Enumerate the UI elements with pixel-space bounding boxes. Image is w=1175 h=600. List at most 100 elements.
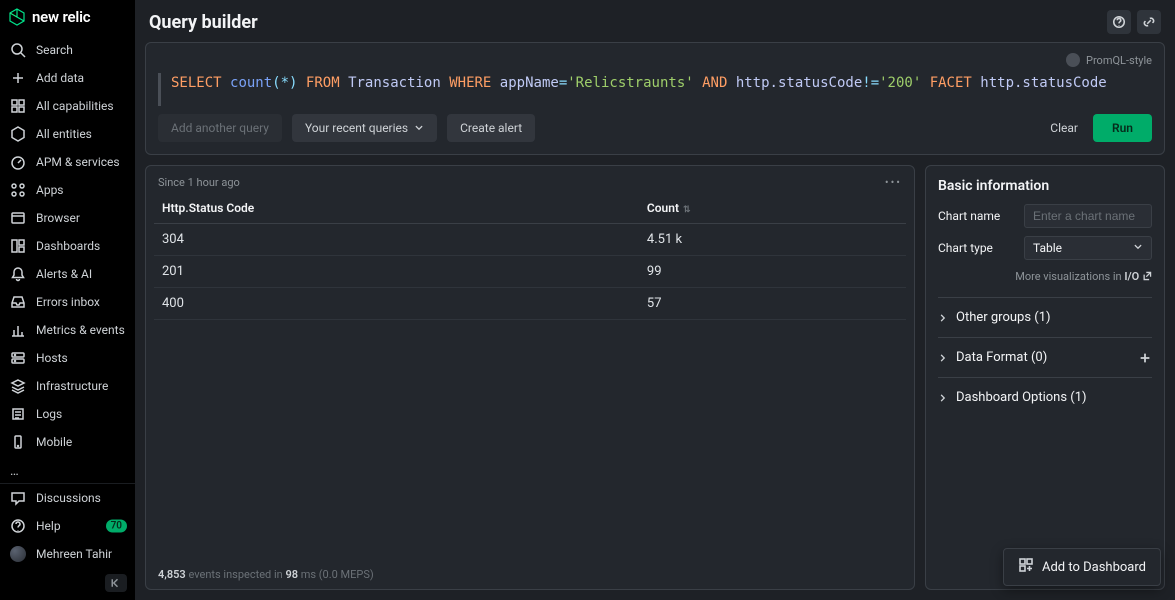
sidebar-item-all-entities[interactable]: All entities: [0, 120, 135, 148]
footer-ms: 98: [285, 568, 298, 581]
external-link-icon: [1142, 271, 1152, 281]
sidebar-collapse-button[interactable]: [105, 574, 127, 592]
recent-queries-button[interactable]: Your recent queries: [292, 114, 437, 142]
sidebar-item-add-data[interactable]: Add data: [0, 64, 135, 92]
nav-list: Search Add data All capabilities All entiti…: [0, 36, 135, 460]
panels-icon: [10, 238, 26, 254]
bell-icon: [10, 266, 26, 282]
topbar-help-button[interactable]: [1107, 10, 1131, 34]
chart-name-label: Chart name: [938, 209, 1016, 223]
content-row: Since 1 hour ago ••• Http.Status Code Co…: [135, 155, 1175, 600]
grid-icon: [10, 98, 26, 114]
section-label: Data Format (0): [956, 350, 1047, 365]
sidebar: new relic Search Add data All capabilities…: [0, 0, 135, 600]
cell-count: 57: [639, 288, 906, 320]
nav-item-label: All capabilities: [36, 99, 114, 113]
table-row[interactable]: 40057: [154, 288, 906, 320]
plus-icon: [1138, 351, 1152, 365]
nav-item-label: APM & services: [36, 155, 120, 169]
sidebar-item-infrastructure[interactable]: Infrastructure: [0, 372, 135, 400]
sidebar-item-discussions[interactable]: Discussions: [0, 484, 135, 512]
sidebar-bottom: Discussions Help 70 Mehreen Tahir: [0, 483, 135, 600]
sidebar-item-search[interactable]: Search: [0, 36, 135, 64]
table-row[interactable]: 20199: [154, 256, 906, 288]
table-row[interactable]: 3044.51 k: [154, 224, 906, 256]
sidebar-item-mobile[interactable]: Mobile: [0, 428, 135, 456]
result-header: Since 1 hour ago •••: [146, 166, 914, 193]
nav-item-label: Apps: [36, 183, 64, 197]
add-to-dashboard-button[interactable]: Add to Dashboard: [1003, 548, 1161, 586]
since-label: Since 1 hour ago: [158, 176, 240, 189]
plus-icon: [10, 70, 26, 86]
footer-events-count: 4,853: [158, 568, 186, 581]
query-editor[interactable]: SELECT count(*) FROM Transaction WHERE a…: [158, 73, 1152, 106]
sidebar-item-user[interactable]: Mehreen Tahir: [0, 540, 135, 568]
brand-name: new relic: [32, 8, 90, 26]
sidebar-item-browser[interactable]: Browser: [0, 204, 135, 232]
sidebar-item-metrics-events[interactable]: Metrics & events: [0, 316, 135, 344]
chart-icon: [10, 322, 26, 338]
sidebar-item-errors-inbox[interactable]: Errors inbox: [0, 288, 135, 316]
layers-icon: [10, 378, 26, 394]
section-data-format[interactable]: Data Format (0): [938, 337, 1152, 377]
nav-item-label: Alerts & AI: [36, 267, 92, 281]
sidebar-item-alerts-ai[interactable]: Alerts & AI: [0, 260, 135, 288]
nav-item-label: Browser: [36, 211, 80, 225]
nav-item-label: Metrics & events: [36, 323, 125, 337]
chart-type-row: Chart type Table: [938, 236, 1152, 260]
nav-more[interactable]: …: [0, 460, 135, 483]
config-card: Basic information Chart name Chart type …: [925, 165, 1165, 590]
section-other-groups[interactable]: Other groups (1): [938, 297, 1152, 337]
sidebar-item-apm-services[interactable]: APM & services: [0, 148, 135, 176]
search-icon: [10, 42, 26, 58]
sidebar-item-dashboards[interactable]: Dashboards: [0, 232, 135, 260]
chevron-right-icon: [938, 353, 948, 363]
add-to-dashboard-label: Add to Dashboard: [1042, 560, 1146, 575]
hexagon-icon: [10, 126, 26, 142]
main: Query builder PromQL-style SELECT count(…: [135, 0, 1175, 600]
nav-item-label: All entities: [36, 127, 92, 141]
nav-item-label: Errors inbox: [36, 295, 100, 309]
add-another-query-button[interactable]: Add another query: [158, 114, 282, 142]
nav-item-label: Add data: [36, 71, 84, 85]
sidebar-item-hosts[interactable]: Hosts: [0, 344, 135, 372]
chart-name-input[interactable]: [1024, 204, 1152, 228]
page-title: Query builder: [149, 12, 258, 33]
cell-status-code: 304: [154, 224, 639, 256]
col-header-status-code[interactable]: Http.Status Code: [154, 193, 639, 224]
query-actions: Add another query Your recent queries Cr…: [158, 114, 1152, 142]
dashboard-icon: [10, 154, 26, 170]
clear-button[interactable]: Clear: [1045, 114, 1083, 142]
chat-icon: [10, 490, 26, 506]
promql-label: PromQL-style: [1086, 54, 1152, 67]
nav-item-label: Infrastructure: [36, 379, 108, 393]
col-header-count[interactable]: Count⇅: [639, 193, 906, 224]
nav-item-label: Hosts: [36, 351, 68, 365]
create-alert-button[interactable]: Create alert: [447, 114, 535, 142]
section-label: Dashboard Options (1): [956, 390, 1087, 405]
sidebar-item-apps[interactable]: Apps: [0, 176, 135, 204]
apps-icon: [10, 182, 26, 198]
sidebar-item-all-capabilities[interactable]: All capabilities: [0, 92, 135, 120]
sidebar-item-logs[interactable]: Logs: [0, 400, 135, 428]
sidebar-item-help[interactable]: Help 70: [0, 512, 135, 540]
cell-count: 99: [639, 256, 906, 288]
chart-type-select[interactable]: Table: [1024, 236, 1152, 260]
promql-toggle[interactable]: PromQL-style: [158, 53, 1152, 67]
chart-type-label: Chart type: [938, 241, 1016, 255]
section-dashboard-options[interactable]: Dashboard Options (1): [938, 377, 1152, 417]
result-footer: 4,853 events inspected in 98 ms (0.0 MEP…: [146, 560, 914, 589]
result-more-menu[interactable]: •••: [885, 176, 902, 189]
chart-type-value: Table: [1033, 241, 1062, 255]
run-button[interactable]: Run: [1093, 114, 1152, 142]
inbox-icon: [10, 294, 26, 310]
logs-icon: [10, 406, 26, 422]
topbar: Query builder: [135, 0, 1175, 42]
browser-icon: [10, 210, 26, 226]
topbar-permalink-button[interactable]: [1137, 10, 1161, 34]
chevron-down-icon: [1133, 241, 1143, 255]
cell-count: 4.51 k: [639, 224, 906, 256]
cell-status-code: 201: [154, 256, 639, 288]
more-visualizations-link[interactable]: More visualizations in I/O: [938, 270, 1152, 283]
avatar: [10, 546, 26, 562]
